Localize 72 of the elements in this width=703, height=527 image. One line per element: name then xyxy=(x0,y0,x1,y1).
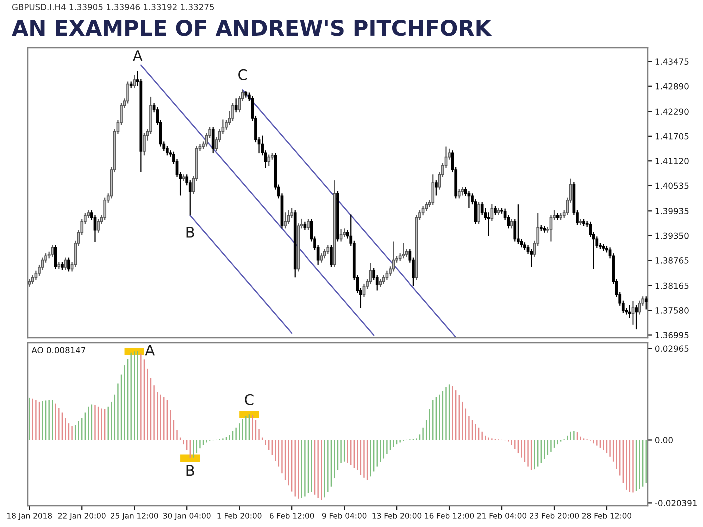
candlestick xyxy=(97,218,100,234)
candlestick xyxy=(480,202,484,216)
candlestick xyxy=(434,180,438,196)
y-tick-label: 1.41120 xyxy=(656,158,689,164)
candlestick xyxy=(362,283,366,298)
y-tick-label: 1.39350 xyxy=(656,232,689,240)
candlestick xyxy=(284,212,287,230)
candlestick xyxy=(212,126,215,154)
candlestick xyxy=(68,257,70,272)
candlestick xyxy=(268,154,271,167)
candlestick xyxy=(323,248,326,260)
candlestick xyxy=(104,197,107,221)
annotation: C xyxy=(238,69,248,80)
candlestick xyxy=(579,218,582,226)
annotation: A xyxy=(145,345,156,356)
candlestick xyxy=(369,262,372,285)
candlestick xyxy=(386,270,389,281)
candlestick xyxy=(330,244,333,268)
candlestick xyxy=(425,202,428,212)
candlestick xyxy=(143,132,146,156)
y-tick-label: 1.43475 xyxy=(656,58,689,66)
annotation: C xyxy=(245,394,254,406)
annotation: A xyxy=(133,50,143,62)
candlestick xyxy=(422,206,425,216)
candlestick xyxy=(458,188,461,200)
candlestick xyxy=(64,257,68,271)
y-tick-label: 1.41705 xyxy=(656,133,689,140)
candlestick xyxy=(628,304,632,319)
candlestick xyxy=(320,253,324,264)
candlestick xyxy=(632,300,635,326)
candlestick xyxy=(382,274,386,285)
candlestick xyxy=(126,81,130,104)
candlestick xyxy=(490,204,494,222)
candlestick xyxy=(478,202,480,226)
candlestick xyxy=(51,244,54,258)
candlestick xyxy=(234,98,238,114)
annotation: B xyxy=(186,227,194,238)
candlestick xyxy=(516,204,520,245)
candlestick xyxy=(287,210,290,226)
y-tick-label: 0.02965 xyxy=(655,346,689,352)
candlestick xyxy=(432,174,435,206)
y-tick-label: 1.36995 xyxy=(656,332,689,339)
candlestick xyxy=(530,248,533,268)
y-tick-label: 1.39935 xyxy=(656,208,689,214)
candlestick xyxy=(510,218,514,230)
candlestick xyxy=(133,74,136,90)
candlestick xyxy=(166,146,169,156)
annotation: AO 0.008147 xyxy=(32,347,86,354)
candlestick xyxy=(635,304,638,330)
candlestick xyxy=(468,190,471,209)
candlestick xyxy=(31,274,34,285)
y-tick-label: 1.42890 xyxy=(656,83,689,90)
candlestick xyxy=(487,212,490,237)
y-tick-label: 1.42290 xyxy=(656,108,689,116)
y-tick-label: 1.37580 xyxy=(656,308,689,314)
candlestick xyxy=(307,218,310,231)
candlestick xyxy=(326,244,330,255)
line-series xyxy=(140,64,375,336)
chart-title: AN EXAMPLE OF ANDREW'S PITCHFORK xyxy=(12,20,492,36)
y-tick-label: 1.38765 xyxy=(656,258,689,264)
candlestick xyxy=(644,296,648,310)
y-tick-label: -0.020391 xyxy=(655,500,697,506)
candlestick xyxy=(232,102,234,122)
y-tick-label: 1.38165 xyxy=(656,282,689,290)
candlestick xyxy=(340,228,343,242)
line-series xyxy=(242,90,457,338)
candlestick xyxy=(402,242,406,260)
annotation: B xyxy=(186,465,194,476)
text: GBPUSD.I.H4 1.33905 1.33946 1.33192 1.33275 xyxy=(12,4,214,10)
y-tick-label: 1.40535 xyxy=(656,182,689,190)
y-tick-label: 0.00 xyxy=(655,437,673,444)
candlestick xyxy=(54,244,58,270)
